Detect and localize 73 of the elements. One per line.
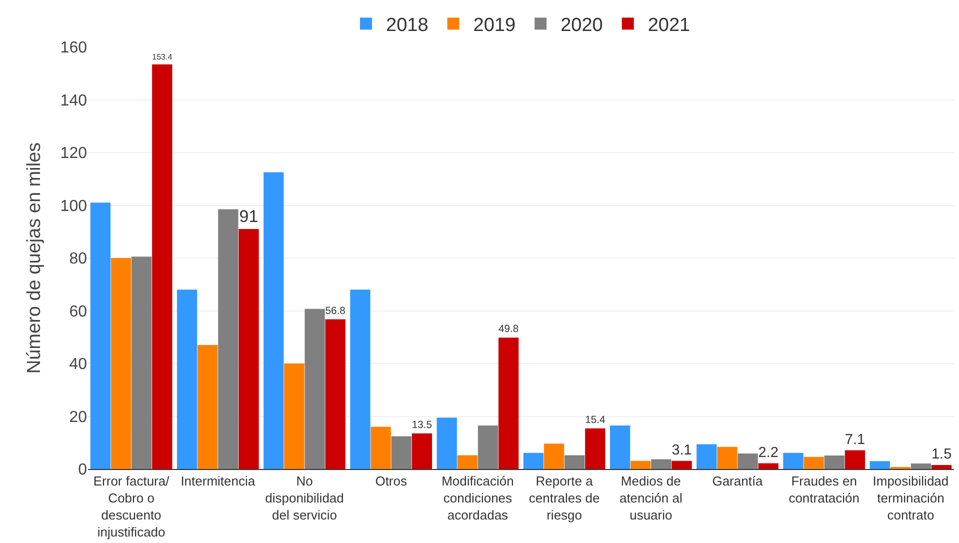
bar	[90, 202, 111, 469]
bar	[585, 428, 606, 469]
bar	[284, 364, 304, 469]
x-tick-label: Medios de atención al usuario	[619, 474, 682, 522]
data-label: 153.4	[152, 52, 173, 62]
y-tick-label: 160	[60, 40, 88, 57]
bar	[758, 463, 778, 469]
x-tick-label: Error factura/ Cobro o descuento injustificado	[93, 474, 170, 540]
bar	[152, 64, 172, 469]
data-label: 2.2	[758, 444, 778, 461]
data-label: 13.5	[412, 420, 432, 431]
bar	[264, 172, 284, 469]
bar	[824, 456, 844, 469]
bar	[132, 256, 152, 469]
bar	[523, 452, 544, 469]
x-tick-label: Imposibilidad terminación contrato	[872, 474, 949, 522]
bar	[218, 209, 238, 469]
bar	[412, 433, 432, 469]
data-label: 49.8	[498, 324, 519, 336]
bar	[672, 460, 692, 469]
bar	[804, 456, 824, 469]
bar	[457, 455, 478, 469]
bar	[370, 426, 391, 469]
bar	[717, 446, 738, 469]
data-label: 15.4	[585, 414, 606, 426]
bar	[350, 290, 370, 469]
x-tick-label: Garantía	[712, 474, 764, 489]
bar	[844, 450, 866, 469]
legend-label: 2019	[473, 15, 516, 36]
bar	[325, 319, 346, 469]
bar	[910, 463, 932, 469]
y-tick-label: 100	[60, 198, 88, 215]
data-label: 3.1	[672, 442, 692, 458]
bar	[696, 444, 717, 469]
x-tick-label: No disponibilidad del servicio	[265, 474, 344, 522]
y-tick-label: 60	[69, 303, 88, 320]
bar	[238, 228, 259, 469]
bar	[630, 460, 651, 469]
legend-label: 2021	[648, 15, 690, 36]
data-label: 91	[239, 206, 258, 226]
bar	[176, 290, 198, 469]
bar	[564, 455, 585, 469]
bar	[610, 425, 630, 469]
x-tick-label: Modificación condiciones acordadas	[442, 474, 514, 522]
bar	[870, 461, 890, 469]
data-label: 7.1	[844, 432, 866, 448]
y-tick-label: 80	[69, 250, 88, 268]
bar	[198, 345, 218, 469]
y-axis-title: Número de quejas en miles	[24, 142, 45, 374]
bar	[304, 308, 325, 469]
y-tick-label: 120	[60, 145, 88, 162]
legend-label: 2018	[386, 15, 428, 36]
bar	[498, 338, 519, 469]
data-label: 56.8	[325, 306, 346, 317]
x-tick-label: Otros	[375, 474, 408, 489]
bar	[391, 436, 412, 469]
bar	[783, 452, 804, 469]
x-tick-label: Reporte a centrales de riesgo	[528, 474, 600, 522]
y-tick-label: 20	[69, 408, 88, 426]
bar	[738, 453, 758, 469]
y-tick-label: 140	[60, 92, 88, 110]
x-tick-label: Intermitencia	[180, 474, 256, 489]
bar	[478, 425, 498, 469]
y-tick-label: 0	[78, 462, 88, 479]
bar	[931, 465, 952, 469]
x-tick-label: Fraudes en contratación	[788, 474, 860, 506]
bar	[110, 258, 132, 469]
bar	[651, 459, 672, 469]
legend-label: 2020	[560, 15, 603, 36]
bar	[436, 418, 457, 469]
data-label: 1.5	[931, 446, 952, 463]
y-tick-label: 40	[69, 356, 88, 374]
bar	[544, 444, 564, 469]
